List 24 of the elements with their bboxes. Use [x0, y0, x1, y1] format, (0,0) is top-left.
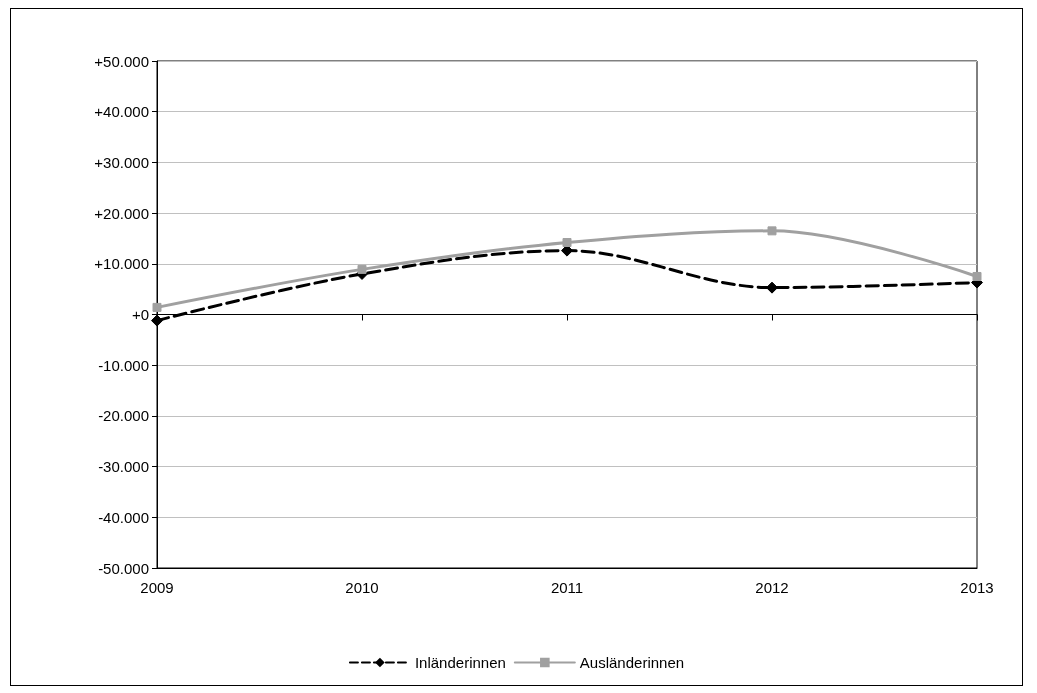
y-tick-label: +40.000: [94, 103, 149, 121]
point: [357, 264, 367, 274]
x-tick-label: 2011: [550, 579, 584, 596]
x-tick-label: 2010: [345, 579, 379, 596]
y-tick-label: +0: [131, 306, 149, 323]
y-tick-label: -20.000: [98, 407, 149, 425]
x-tick-label: 2013: [960, 579, 994, 596]
x-tick-label: 2012: [755, 579, 789, 596]
y-tick-label: -30.000: [98, 458, 149, 476]
point: [767, 226, 777, 236]
y-tick-label: +50.000: [94, 52, 149, 70]
y-tick-label: +20.000: [94, 204, 149, 222]
y-tick-label: -50.000: [98, 559, 149, 577]
y-tick-label: +10.000: [94, 255, 149, 273]
point: [972, 271, 982, 281]
y-tick-label: -10.000: [98, 356, 149, 374]
legend-label: Ausländerinnen: [579, 654, 685, 671]
point: [562, 238, 572, 248]
point: [766, 281, 778, 294]
point: [151, 314, 163, 327]
y-tick-label: -40.000: [98, 508, 149, 526]
x-tick-label: 2009: [140, 579, 174, 596]
y-tick-label: +30.000: [94, 153, 149, 171]
legend-label: Inländerinnen: [414, 654, 506, 671]
